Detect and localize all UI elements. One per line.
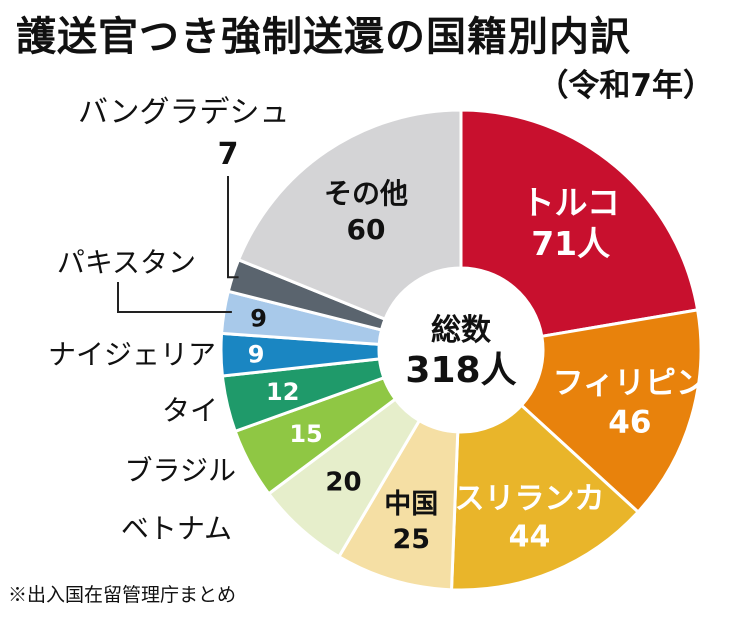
slice-name-8: パキスタン bbox=[57, 246, 196, 279]
leader-line-bangladesh bbox=[227, 176, 239, 279]
slice-value-4: 20 bbox=[325, 467, 361, 497]
source-note: ※出入国在留管理庁まとめ bbox=[8, 584, 237, 606]
slice-value-3: 25 bbox=[392, 524, 430, 555]
slice-value-0: 71人 bbox=[531, 224, 610, 263]
slice-value-10: 60 bbox=[347, 213, 386, 246]
slice-value-2: 44 bbox=[509, 519, 551, 554]
slice-name-3: 中国 bbox=[384, 489, 438, 520]
slice-name-7: ナイジェリア bbox=[48, 338, 216, 371]
slice-name-2: スリランカ bbox=[455, 481, 605, 516]
slice-2 bbox=[449, 403, 641, 592]
center-label: 総数 bbox=[431, 313, 492, 348]
slice-value-8: 9 bbox=[250, 304, 267, 332]
chart-title: 護送官つき強制送還の国籍別内訳 bbox=[16, 14, 631, 60]
slice-1 bbox=[519, 308, 703, 515]
slice-0 bbox=[459, 108, 700, 339]
slice-name-9: バングラデシュ bbox=[78, 95, 290, 130]
slice-value-5: 15 bbox=[289, 420, 322, 448]
slice-value-7: 9 bbox=[248, 341, 265, 369]
slice-name-0: トルコ bbox=[522, 183, 620, 222]
slice-name-6: タイ bbox=[162, 394, 218, 427]
slice-name-10: その他 bbox=[324, 177, 408, 210]
slice-name-4: ベトナム bbox=[121, 512, 232, 545]
leader-line-pakistan bbox=[117, 282, 232, 313]
slice-value-9: 7 bbox=[218, 137, 239, 172]
center-total: 318人 bbox=[405, 350, 516, 391]
slice-name-5: ブラジル bbox=[125, 454, 236, 487]
slice-value-1: 46 bbox=[608, 405, 651, 441]
slice-value-6: 12 bbox=[266, 378, 299, 406]
slice-name-1: フィリピン bbox=[553, 366, 707, 402]
chart-subtitle: （令和7年） bbox=[537, 68, 714, 104]
slice-10 bbox=[236, 108, 463, 322]
